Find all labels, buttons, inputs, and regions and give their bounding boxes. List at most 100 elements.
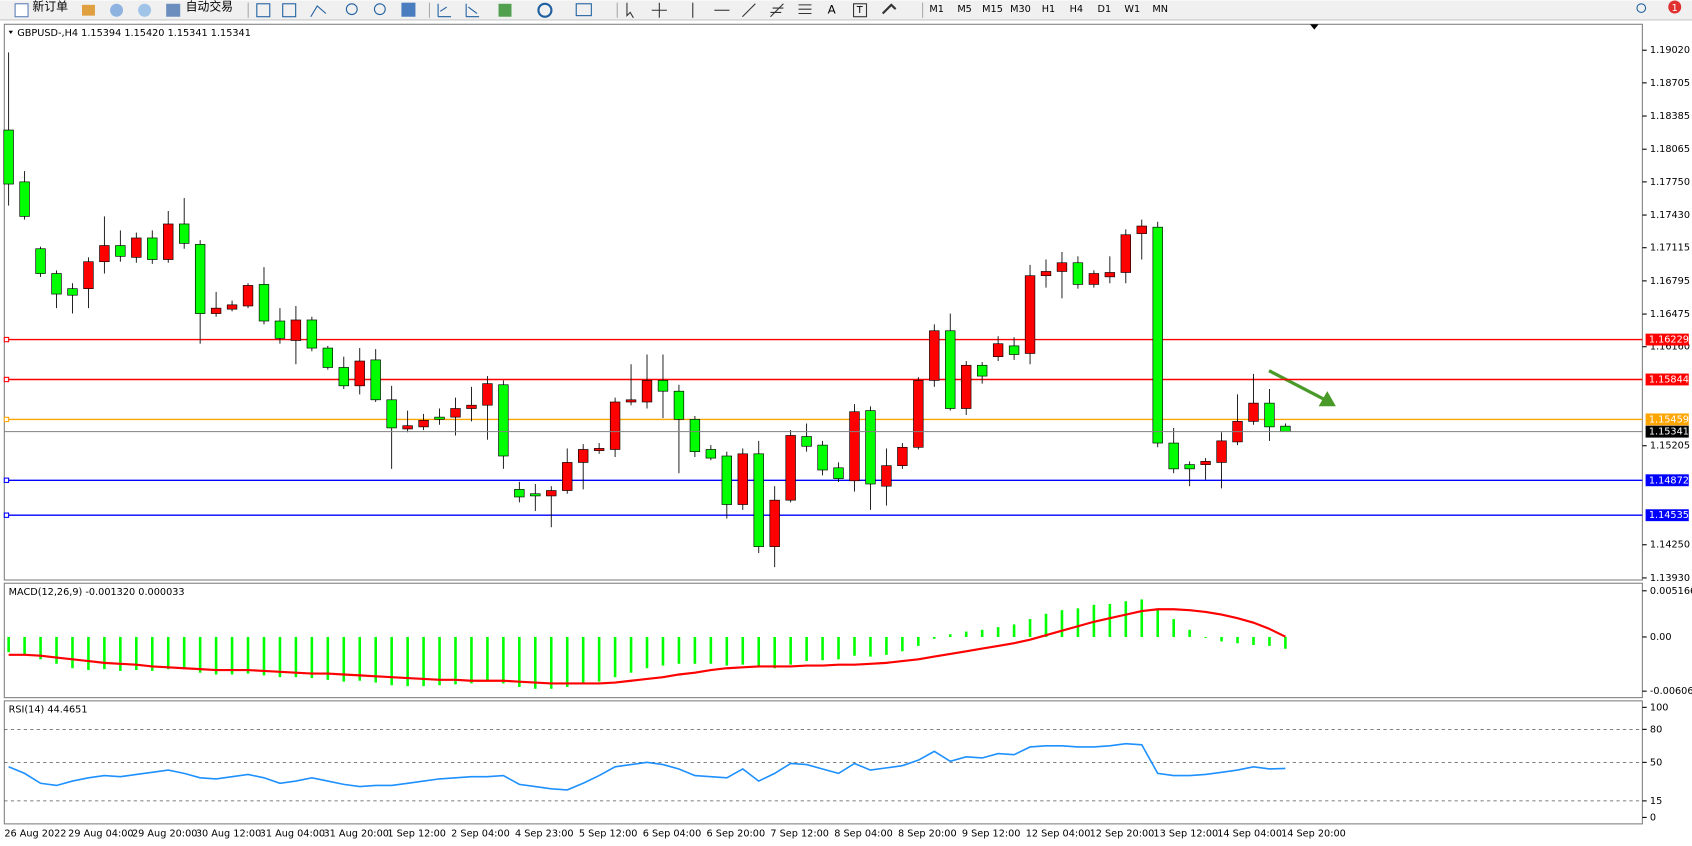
candle-body — [434, 416, 445, 420]
timeframe-button[interactable]: MN — [1152, 4, 1168, 15]
timeframe-button[interactable]: W1 — [1124, 4, 1140, 15]
candle-body — [1040, 271, 1052, 277]
timeframe-button[interactable]: M15 — [982, 4, 1003, 15]
x-tick-label: 6 Sep 04:00 — [643, 829, 702, 840]
macd-bar — [964, 631, 968, 637]
zoom-in-icon[interactable] — [345, 3, 358, 16]
level-label: 1.15459 — [1649, 414, 1689, 425]
candle-body — [961, 364, 972, 409]
notification-count: 1 — [1672, 3, 1678, 14]
icon[interactable] — [310, 5, 327, 18]
text-tool[interactable]: A — [828, 3, 837, 17]
icon[interactable] — [465, 3, 480, 18]
macd-bar — [1012, 624, 1016, 637]
icon[interactable] — [437, 3, 452, 18]
candle-body — [673, 390, 685, 420]
level-label-box — [1645, 474, 1689, 487]
label-tool[interactable]: T — [856, 5, 863, 16]
candle-body — [386, 399, 397, 429]
x-tick-label: 31 Aug 04:00 — [260, 829, 325, 840]
macd-bar — [1268, 636, 1271, 646]
crosshair-icon[interactable] — [651, 2, 667, 18]
price-panel — [3, 23, 1643, 581]
trend-arrow — [1268, 369, 1336, 407]
y-tick-label: -0.006064 — [1650, 686, 1692, 697]
macd-bar — [1028, 619, 1032, 637]
icon[interactable] — [401, 2, 416, 17]
candle-body — [546, 490, 557, 497]
zoom-out-icon[interactable] — [373, 3, 386, 16]
icon[interactable] — [498, 3, 512, 17]
macd-bar — [470, 636, 473, 684]
macd-bar — [549, 636, 553, 689]
y-tick-label: 1.18065 — [1650, 144, 1690, 155]
rsi-line — [8, 742, 1286, 791]
macd-bar — [71, 636, 74, 669]
icon[interactable] — [110, 3, 124, 17]
level-anchor — [3, 477, 10, 483]
icon[interactable] — [82, 4, 95, 16]
new-order-icon[interactable] — [14, 3, 29, 18]
macd-bar — [278, 636, 282, 678]
timeframe-button[interactable]: H1 — [1042, 4, 1055, 15]
level-label-box — [1645, 333, 1689, 346]
macd-bar — [518, 636, 521, 688]
auto-trading-icon[interactable] — [166, 3, 181, 17]
timeframe-button[interactable]: M5 — [957, 4, 972, 15]
candle-body — [881, 465, 892, 487]
macd-bar — [358, 636, 362, 681]
x-tick-label: 29 Aug 04:00 — [68, 829, 133, 840]
icon[interactable] — [282, 3, 297, 18]
x-tick-label: 29 Aug 20:00 — [132, 829, 197, 840]
new-order[interactable]: 新订单 — [32, 0, 68, 14]
icon[interactable] — [138, 3, 152, 17]
candle-body — [418, 420, 429, 428]
cursor-icon[interactable] — [626, 2, 634, 19]
x-tick-label: 4 Sep 23:00 — [515, 829, 574, 840]
auto-trading[interactable]: 自动交易 — [186, 0, 233, 14]
x-tick-label: 8 Sep 04:00 — [834, 829, 893, 840]
candle-body — [3, 129, 14, 185]
timeframe-button[interactable]: D1 — [1098, 4, 1112, 15]
timeframe-button[interactable]: M30 — [1010, 4, 1031, 15]
x-tick-label: 6 Sep 20:00 — [707, 829, 766, 840]
menu-marker — [8, 30, 13, 34]
candle-body — [131, 237, 142, 258]
icon[interactable] — [881, 3, 897, 15]
icon[interactable] — [256, 3, 271, 18]
candle-body — [258, 284, 270, 322]
icon[interactable] — [770, 3, 784, 18]
timeframe-button[interactable]: H4 — [1070, 4, 1083, 15]
arrow-head — [1318, 391, 1336, 407]
macd-bar — [725, 636, 729, 666]
candle-body — [147, 237, 158, 260]
candle-body — [1120, 234, 1131, 273]
candle-body — [897, 446, 908, 466]
timeframe-button[interactable]: M1 — [929, 4, 944, 15]
y-tick-label: 50 — [1650, 757, 1662, 768]
macd-bar — [677, 636, 681, 664]
candle-body — [913, 380, 924, 448]
candle-body — [769, 499, 780, 547]
toolbar-icons — [14, 0, 1682, 19]
notification-badge[interactable] — [1668, 0, 1682, 14]
trendline-icon[interactable] — [742, 3, 756, 18]
fibo-icon[interactable] — [798, 4, 812, 15]
candle-body — [99, 245, 110, 263]
candle-body — [51, 273, 62, 295]
macd-bar — [103, 636, 106, 670]
label-icon[interactable] — [853, 3, 868, 18]
candle-body — [1104, 272, 1116, 278]
icon[interactable] — [537, 2, 553, 18]
icon[interactable] — [575, 3, 592, 17]
macd-bar — [1220, 636, 1223, 642]
search-icon[interactable] — [1636, 3, 1647, 13]
macd-bar — [1124, 601, 1128, 637]
macd-bar — [901, 636, 904, 652]
candle-body — [354, 360, 365, 387]
level-label: 1.16229 — [1649, 335, 1689, 346]
macd-bar — [1156, 610, 1160, 637]
macd-bar — [565, 636, 569, 688]
candle-body — [817, 444, 828, 471]
macd-bar — [597, 636, 601, 682]
